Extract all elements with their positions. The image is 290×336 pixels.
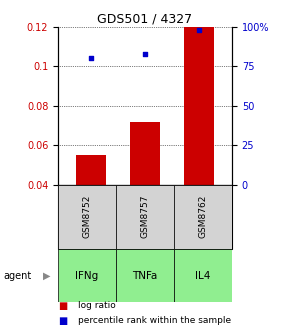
Bar [184,27,214,185]
Text: ▶: ▶ [43,270,51,281]
Bar [130,122,160,185]
Text: agent: agent [3,270,31,281]
Text: log ratio: log ratio [78,301,116,310]
FancyBboxPatch shape [174,249,232,302]
FancyBboxPatch shape [116,185,174,249]
Text: GSM8762: GSM8762 [198,195,208,239]
Text: ■: ■ [58,301,67,311]
FancyBboxPatch shape [58,249,116,302]
Text: ■: ■ [58,316,67,326]
Title: GDS501 / 4327: GDS501 / 4327 [97,13,193,26]
Bar [76,155,106,185]
FancyBboxPatch shape [58,185,116,249]
Text: percentile rank within the sample: percentile rank within the sample [78,317,231,325]
Text: IL4: IL4 [195,270,211,281]
Point [143,51,147,56]
Text: GSM8757: GSM8757 [140,195,150,239]
Text: TNFa: TNFa [132,270,158,281]
FancyBboxPatch shape [174,185,232,249]
Text: IFNg: IFNg [75,270,99,281]
Text: GSM8752: GSM8752 [82,195,92,239]
FancyBboxPatch shape [116,249,174,302]
Point [197,27,202,33]
Point [88,56,93,61]
